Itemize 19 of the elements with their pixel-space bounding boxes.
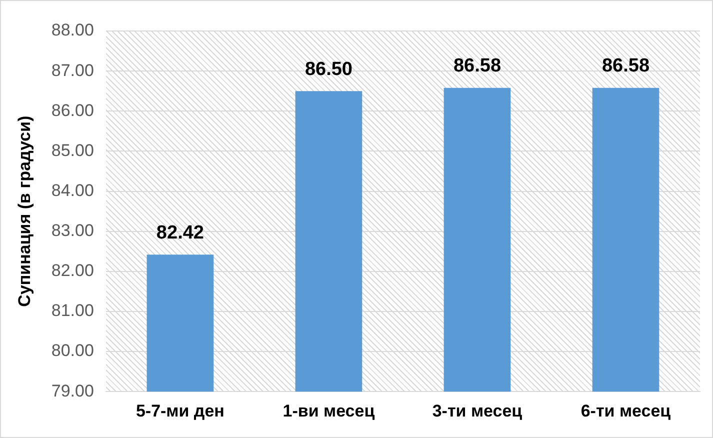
x-tick-label: 1-ви месец	[282, 401, 376, 420]
x-tick-label: 3-ти месец	[432, 401, 523, 420]
y-tick-label: 84.00	[51, 180, 94, 200]
data-label: 82.42	[156, 222, 204, 244]
y-tick-label: 86.00	[51, 100, 94, 120]
y-tick-label: 79.00	[51, 381, 94, 400]
y-tick-label: 85.00	[51, 140, 94, 160]
y-tick-label: 80.00	[51, 341, 94, 360]
y-tick-label: 88.00	[51, 20, 94, 40]
y-tick-label: 81.00	[51, 301, 94, 320]
x-tick-label: 6-ти месец	[580, 401, 672, 420]
data-label: 86.50	[304, 58, 352, 80]
data-label: 86.58	[602, 56, 650, 77]
y-tick-label: 83.00	[51, 221, 94, 240]
x-tick-label: 5-7-ми ден	[136, 401, 224, 420]
y-axis-title: Супинация (в градуси)	[14, 116, 34, 307]
y-tick-label: 87.00	[51, 60, 94, 80]
data-label: 86.58	[453, 56, 501, 77]
y-tick-label: 82.00	[51, 261, 94, 280]
